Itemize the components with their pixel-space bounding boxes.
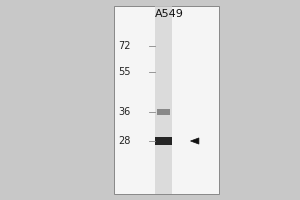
Polygon shape xyxy=(190,138,199,144)
Bar xyxy=(155,6,172,194)
Text: 72: 72 xyxy=(118,41,130,51)
Text: 55: 55 xyxy=(118,67,130,77)
Text: 28: 28 xyxy=(118,136,130,146)
Bar xyxy=(114,6,219,194)
Bar xyxy=(154,137,172,145)
Text: 36: 36 xyxy=(118,107,130,117)
Text: A549: A549 xyxy=(155,9,184,19)
Bar xyxy=(157,109,170,115)
